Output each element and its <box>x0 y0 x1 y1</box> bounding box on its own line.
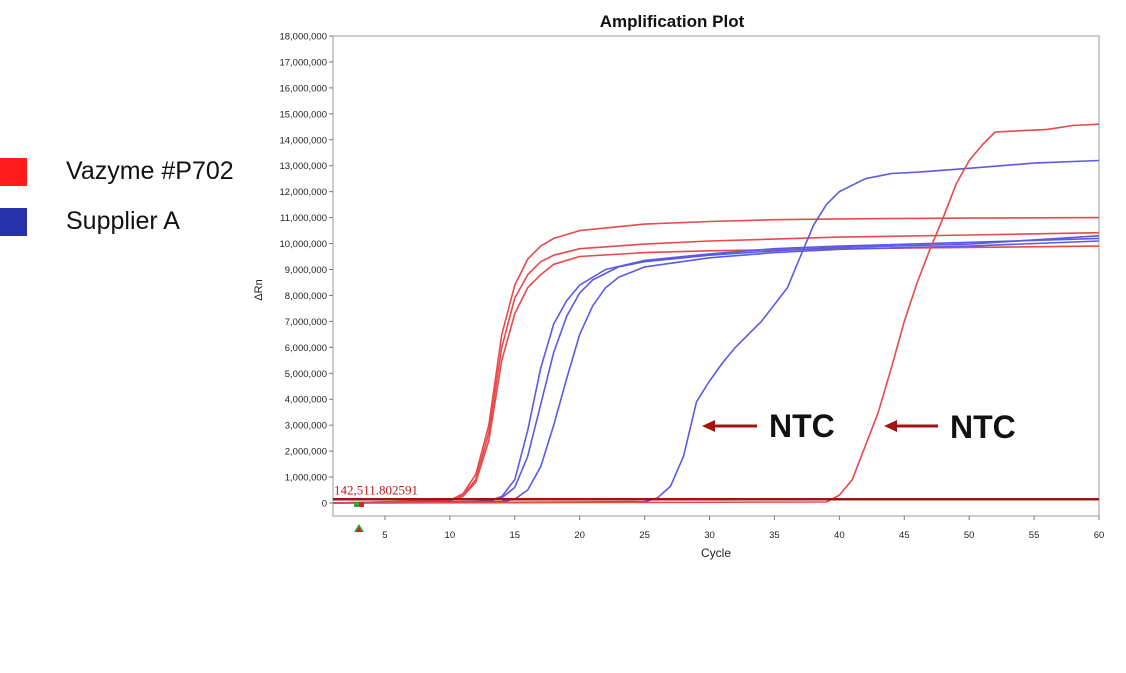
x-tick-label: 5 <box>382 530 387 541</box>
threshold-label: 142,511.802591 <box>334 482 418 497</box>
y-tick-label: 7,000,000 <box>285 317 327 328</box>
baseline-end-marker <box>359 502 364 507</box>
axis-markers <box>354 502 364 532</box>
chart-title: Amplification Plot <box>600 12 745 31</box>
legend-label-vazyme: Vazyme #P702 <box>66 157 234 185</box>
x-tick-label: 40 <box>834 530 845 541</box>
x-tick-label: 25 <box>639 530 650 541</box>
x-tick-label: 20 <box>574 530 585 541</box>
y-tick-label: 11,000,000 <box>280 213 327 224</box>
legend-label-supplier-a: Supplier A <box>66 207 180 235</box>
legend-swatch-vazyme <box>0 158 27 186</box>
series-line-3 <box>332 245 1100 504</box>
x-tick-label: 15 <box>509 530 520 541</box>
y-tick-label: 1,000,000 <box>285 473 327 484</box>
plot-area <box>332 35 1100 517</box>
y-tick-label: 6,000,000 <box>285 343 327 354</box>
series-line-5 <box>332 235 1100 504</box>
y-tick-label: 3,000,000 <box>285 421 327 432</box>
x-tick-label: 50 <box>964 530 975 541</box>
legend-item-supplier-a: Supplier A <box>0 205 270 255</box>
x-tick-label: 55 <box>1029 530 1040 541</box>
x-tick-label: 30 <box>704 530 715 541</box>
x-tick-label: 45 <box>899 530 910 541</box>
threshold: 142,511.802591 <box>333 482 1099 501</box>
series-line-6 <box>332 240 1100 504</box>
legend-item-vazyme: Vazyme #P702 <box>0 155 270 205</box>
y-tick-label: 4,000,000 <box>285 395 327 406</box>
y-tick-label: 18,000,000 <box>279 32 327 43</box>
y-tick-label: 14,000,000 <box>279 135 327 146</box>
ntc-right-label: NTC <box>950 409 1016 445</box>
series-line-8 <box>332 123 1100 504</box>
y-tick-label: 12,000,000 <box>279 187 327 198</box>
y-tick-label: 0 <box>322 499 327 510</box>
y-tick-label: 10,000,000 <box>279 239 327 250</box>
x-tick-label: 60 <box>1094 530 1105 541</box>
y-axis-label: ΔRn <box>253 279 265 300</box>
y-tick-label: 13,000,000 <box>279 161 327 172</box>
ntc-right-arrow-head <box>884 420 897 432</box>
ntc-annotations: NTC NTC <box>702 408 1016 445</box>
legend-swatch-supplier-a <box>0 208 27 236</box>
axes <box>332 35 1100 517</box>
series-line-2 <box>332 231 1100 504</box>
baseline-triangle-inner-marker <box>356 527 362 532</box>
y-tick-label: 17,000,000 <box>279 57 327 68</box>
series-line-4 <box>332 237 1100 504</box>
ticks: 0 1,000,000 2,000,000 3,000,000 4,000,000 5,0… <box>279 32 1104 542</box>
y-tick-label: 8,000,000 <box>285 291 327 302</box>
x-tick-label: 35 <box>769 530 780 541</box>
y-tick-label: 15,000,000 <box>279 109 327 120</box>
ntc-left-arrow-head <box>702 420 715 432</box>
y-tick-label: 9,000,000 <box>285 265 327 276</box>
y-tick-label: 5,000,000 <box>285 369 327 380</box>
series-lines <box>332 123 1100 504</box>
series-line-7 <box>332 159 1100 504</box>
x-tick-label: 10 <box>445 530 456 541</box>
legend: Vazyme #P702 Supplier A <box>0 155 270 255</box>
series-line-1 <box>332 216 1100 504</box>
y-tick-label: 2,000,000 <box>285 447 327 458</box>
baseline-start-marker <box>354 502 359 507</box>
x-axis-label: Cycle <box>701 546 731 560</box>
ntc-left-label: NTC <box>769 408 835 444</box>
y-tick-label: 16,000,000 <box>279 83 327 94</box>
